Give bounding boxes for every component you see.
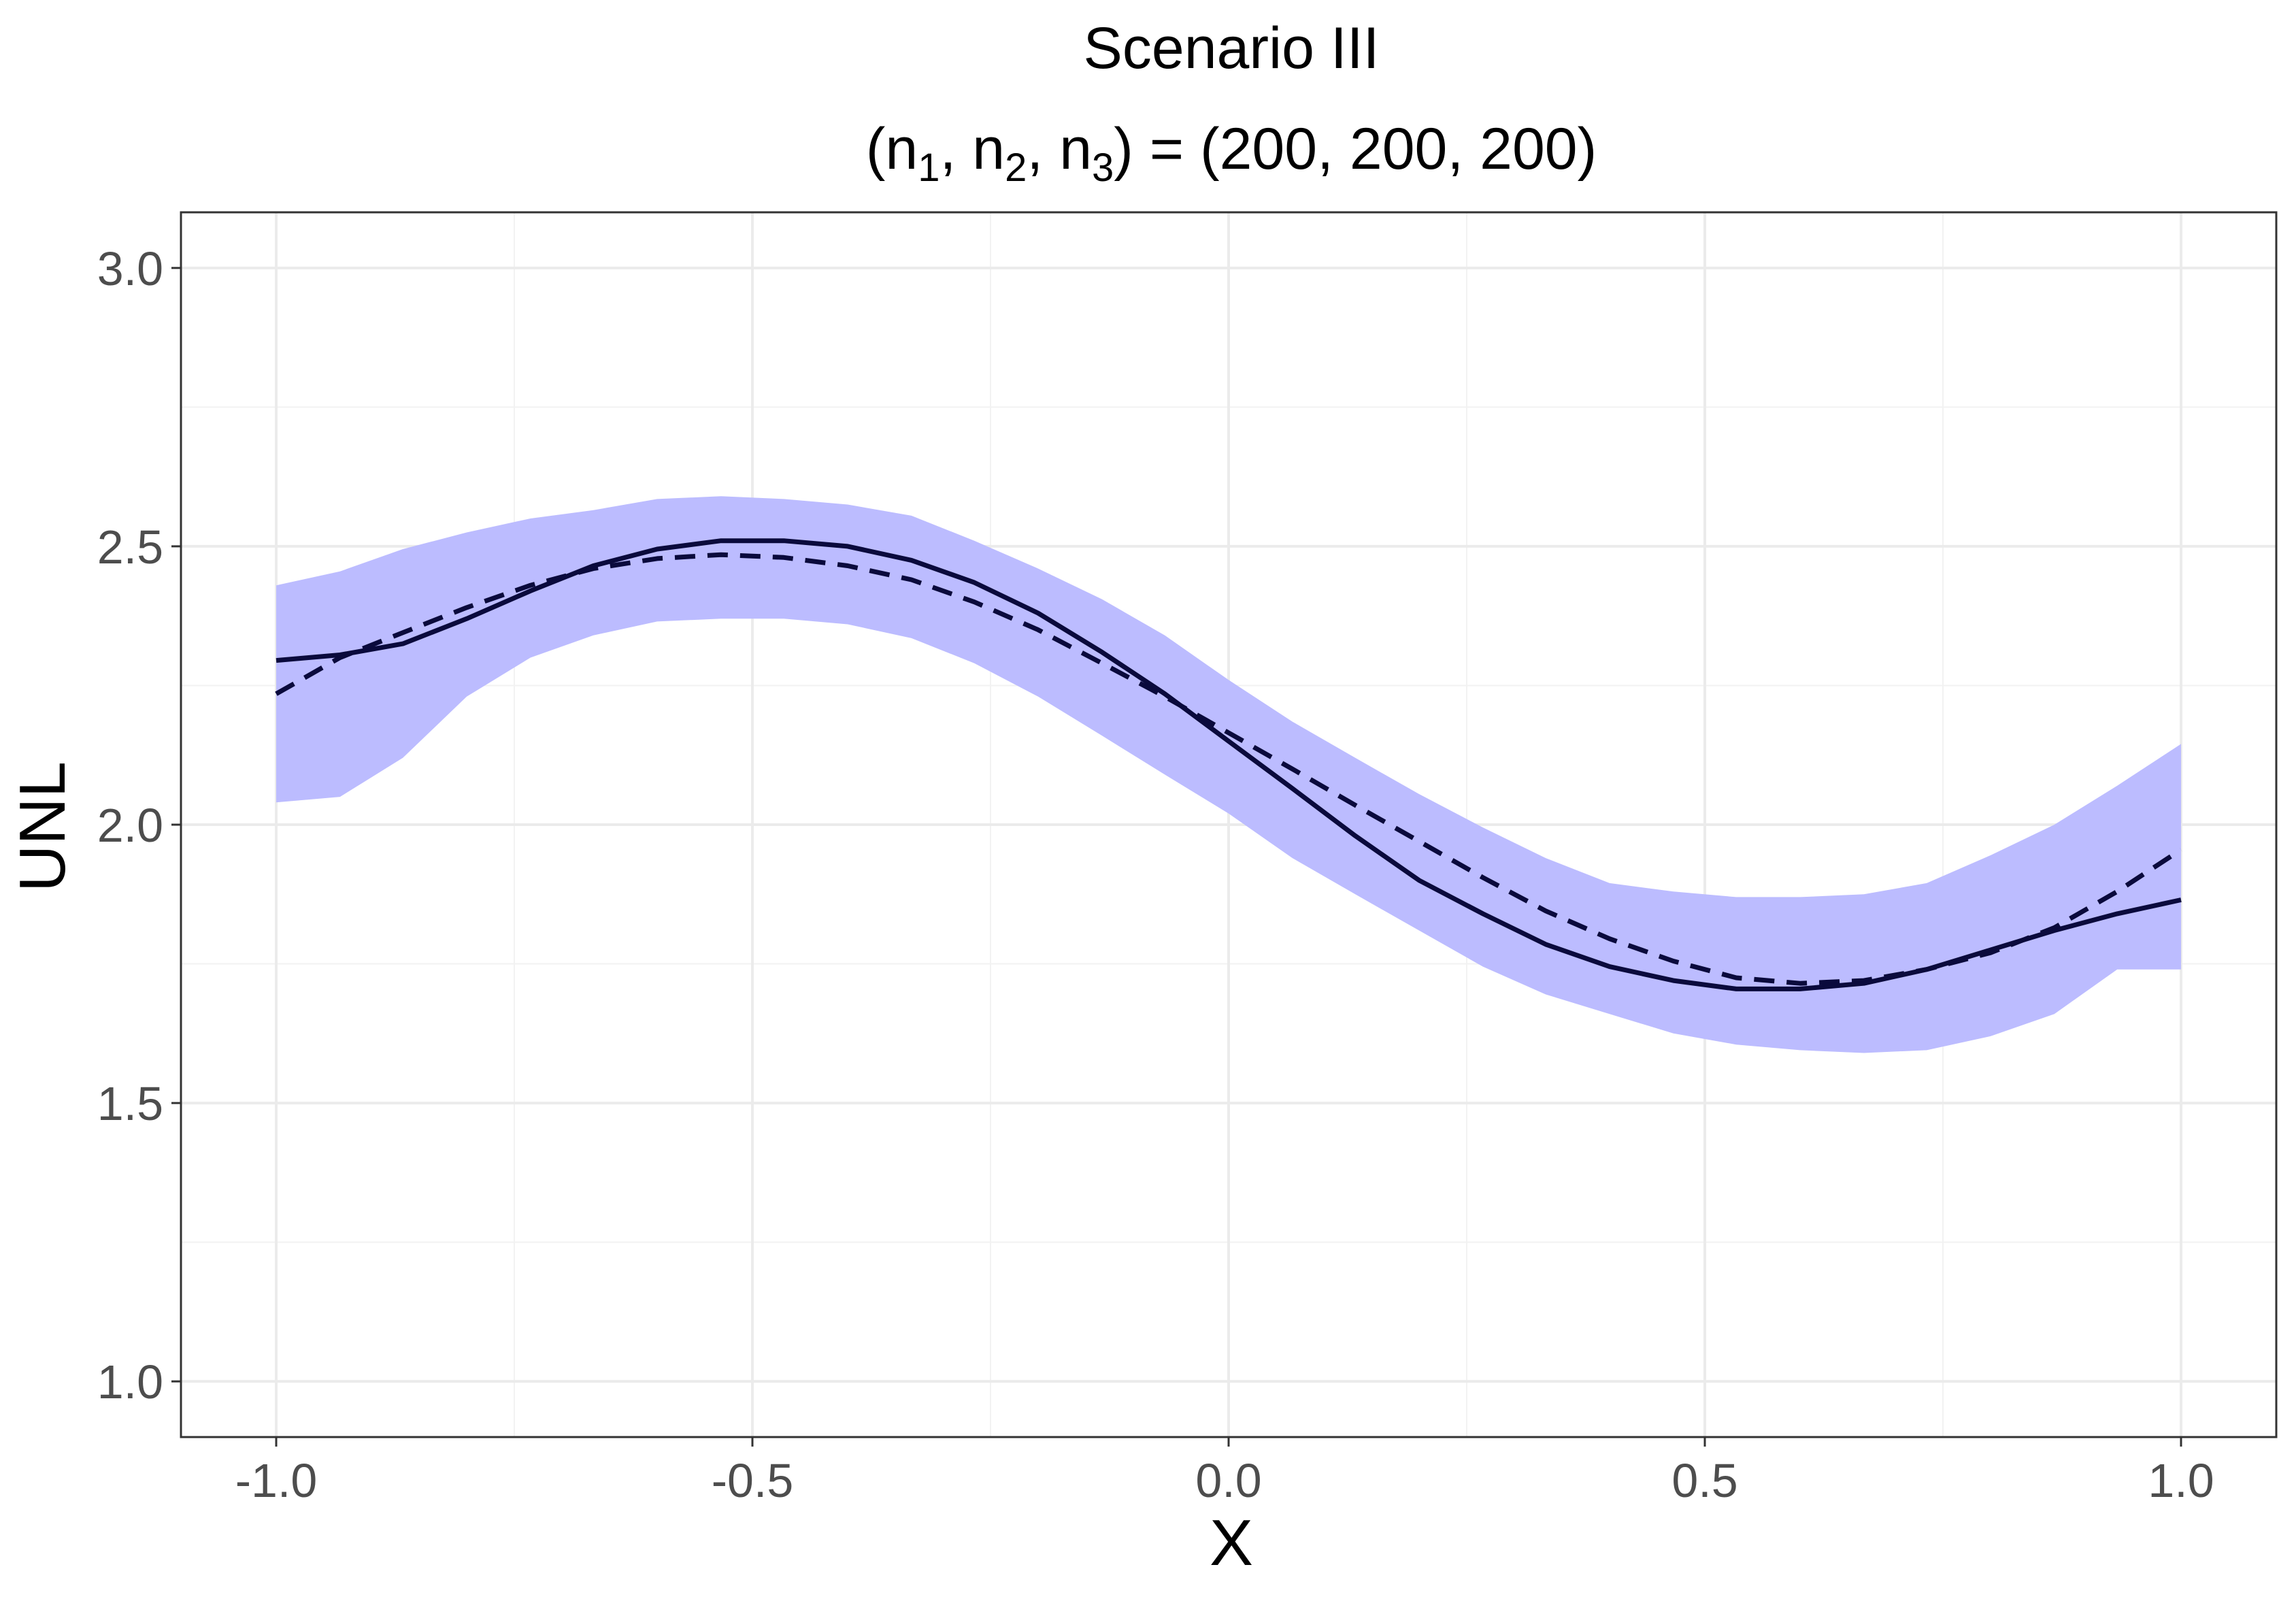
plot-area: 1.0 1.5 2.0 2.5 3.0 -1.0 -0.5 0.0 0.5 1.0 bbox=[97, 211, 2278, 1507]
subtitle-text: n bbox=[972, 116, 1005, 182]
series-line-dashed bbox=[275, 552, 2182, 986]
y-tick-label: 1.5 bbox=[97, 1077, 163, 1130]
chart-title: Scenario III bbox=[1084, 16, 1380, 81]
x-tick-label: -1.0 bbox=[235, 1454, 318, 1507]
subtitle-text: n bbox=[1059, 116, 1092, 182]
series-line-solid bbox=[276, 538, 2182, 991]
subtitle-subscript: 3 bbox=[1092, 146, 1114, 190]
subtitle-text: ) = (200, 200, 200) bbox=[1114, 116, 1597, 182]
subtitle-text: , bbox=[1027, 116, 1059, 182]
y-tick-label: 1.0 bbox=[97, 1355, 163, 1408]
x-tick-label: -0.5 bbox=[712, 1454, 794, 1507]
subtitle-text: ( bbox=[866, 116, 886, 182]
y-tick-label: 2.5 bbox=[97, 521, 163, 574]
subtitle-text: n bbox=[885, 116, 918, 182]
subtitle-text: , bbox=[939, 116, 972, 182]
subtitle-subscript: 2 bbox=[1005, 146, 1027, 190]
chart-subtitle: (n1, n2, n3) = (200, 200, 200) bbox=[866, 116, 1597, 190]
x-tick-label: 0.0 bbox=[1195, 1454, 1261, 1507]
y-tick-label: 2.0 bbox=[97, 799, 163, 852]
y-tick-label: 3.0 bbox=[97, 242, 163, 295]
y-axis-title: UNL bbox=[6, 761, 79, 892]
x-axis-title: X bbox=[1210, 1506, 1253, 1579]
x-tick-label: 0.5 bbox=[1671, 1454, 1737, 1507]
subtitle-subscript: 1 bbox=[918, 146, 939, 190]
confidence-band bbox=[276, 496, 2181, 1053]
x-tick-label: 1.0 bbox=[2148, 1454, 2214, 1507]
